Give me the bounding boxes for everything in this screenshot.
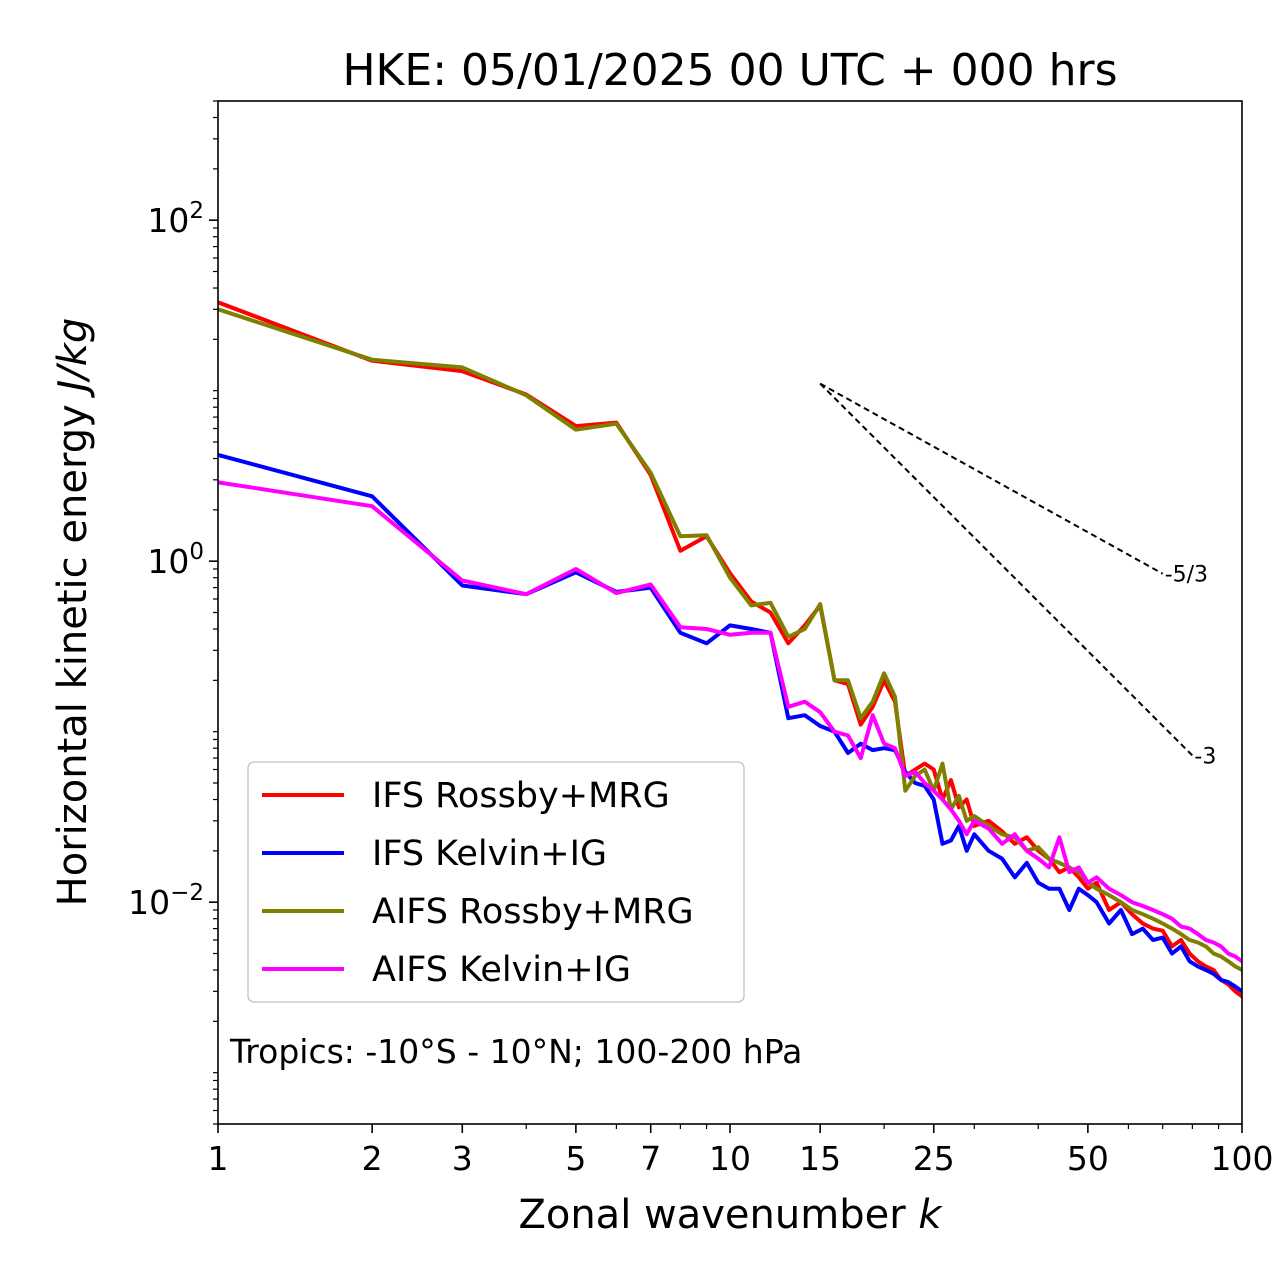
x-axis-ticks: 1 2 3 5 7 10 15 25 50 100	[208, 1124, 1274, 1178]
y-axis-label-units: J/kg	[50, 318, 96, 399]
slope-line-1	[819, 382, 1164, 575]
legend-label-2: IFS Kelvin+IG	[372, 834, 607, 874]
x-axis-label-text: Zonal wavenumber	[518, 1192, 906, 1238]
chart-title: HKE: 05/01/2025 00 UTC + 000 hrs	[342, 45, 1117, 96]
reference-slope-lines: -5/3 -3	[819, 382, 1216, 769]
legend: IFS Rossby+MRG IFS Kelvin+IG AIFS Rossby+M…	[247, 761, 745, 1003]
y-axis-label-text: Horizontal kinetic energy	[50, 404, 96, 906]
series-line-2	[218, 452, 1242, 994]
plot-frame	[217, 100, 1243, 1125]
x-tick-label: 3	[452, 1139, 473, 1178]
x-tick-label: 1	[208, 1139, 229, 1178]
series-line-4	[218, 480, 1242, 964]
legend-label-3: AIFS Rossby+MRG	[372, 892, 694, 932]
y-tick-label: 10−2	[128, 880, 204, 922]
slope-label-1: -5/3	[1165, 563, 1208, 588]
x-tick-label: 25	[913, 1139, 955, 1178]
series-line-3	[218, 307, 1242, 972]
x-tick-label: 10	[709, 1139, 751, 1178]
minor-ticks	[213, 100, 1220, 1129]
x-tick-label: 15	[799, 1139, 841, 1178]
x-tick-label: 5	[565, 1139, 586, 1178]
legend-box	[247, 761, 745, 1003]
y-tick-label: 100	[147, 539, 204, 581]
x-tick-label: 100	[1211, 1139, 1274, 1178]
y-tick-exponent: −2	[170, 880, 204, 906]
x-tick-label: 2	[362, 1139, 383, 1178]
series-lines	[218, 300, 1242, 999]
x-axis-label-variable: k	[918, 1192, 943, 1238]
x-tick-label: 50	[1067, 1139, 1109, 1178]
y-tick-exponent: 0	[189, 539, 204, 565]
y-tick-exponent: 2	[189, 198, 204, 224]
y-tick-base: 10	[147, 542, 189, 581]
y-tick-base: 10	[147, 201, 189, 240]
slope-label-2: -3	[1194, 744, 1216, 769]
y-axis-label: Horizontal kinetic energy J/kg	[50, 318, 96, 907]
slope-line-2	[819, 382, 1194, 757]
region-annotation: Tropics: -10°S - 10°N; 100-200 hPa	[229, 1032, 802, 1071]
y-tick-label: 102	[147, 198, 204, 240]
series-line-1	[218, 300, 1242, 999]
x-axis-label: Zonal wavenumber k	[518, 1192, 943, 1238]
legend-label-1: IFS Rossby+MRG	[372, 776, 670, 816]
x-tick-label: 7	[640, 1139, 661, 1178]
y-tick-base: 10	[128, 883, 170, 922]
legend-label-4: AIFS Kelvin+IG	[372, 950, 631, 990]
